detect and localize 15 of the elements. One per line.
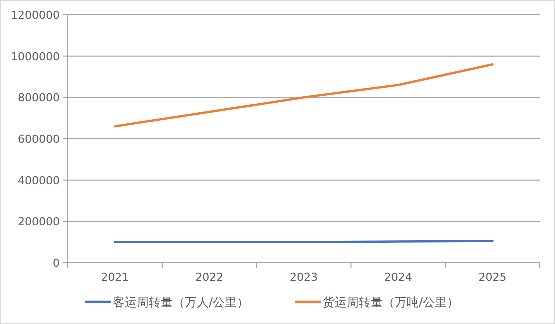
x-tick-label: 2021 — [101, 271, 130, 284]
legend-label: 货运周转量（万吨/公里） — [323, 296, 460, 310]
line-series — [114, 63, 494, 128]
y-tick-label: 1200000 — [11, 9, 60, 22]
y-tick-label: 800000 — [18, 92, 60, 105]
y-tick-label: 600000 — [18, 133, 60, 146]
y-tick-label: 1000000 — [11, 50, 60, 64]
legend-label: 客运周转量（万人/公里） — [113, 296, 250, 310]
y-tick-label: 0 — [53, 257, 60, 270]
y-tick-label: 400000 — [18, 174, 60, 188]
x-tick-label: 2022 — [196, 271, 224, 284]
x-tick-label: 2025 — [478, 271, 507, 284]
x-tick-label: 2023 — [290, 271, 318, 284]
y-tick-label: 200000 — [18, 216, 60, 229]
x-tick-label: 2024 — [384, 271, 412, 284]
